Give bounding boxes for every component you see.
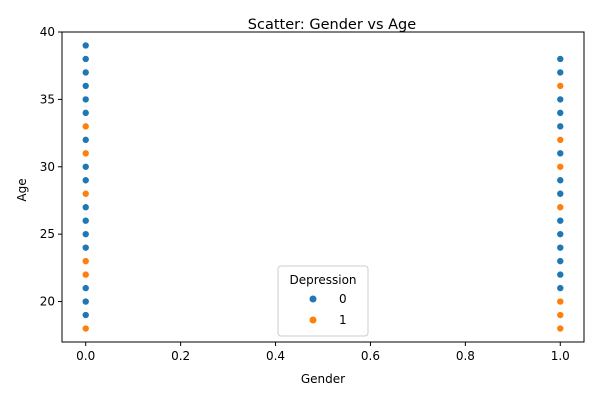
data-points: [81, 41, 565, 333]
scatter-point-series-0: [81, 162, 90, 171]
scatter-point-series-1: [81, 149, 90, 158]
scatter-point-series-0: [556, 68, 565, 77]
scatter-point-series-0: [81, 55, 90, 63]
scatter-point-series-0: [81, 203, 90, 212]
chart-title: Scatter: Gender vs Age: [248, 17, 416, 33]
legend-marker-0: [309, 295, 317, 303]
x-axis-title: Gender: [301, 372, 345, 386]
legend-marker-1: [309, 316, 317, 324]
legend: Depression 0 1: [277, 265, 369, 337]
scatter-point-series-0: [556, 270, 565, 279]
legend-title: Depression: [289, 273, 356, 287]
scatter-point-series-1: [81, 270, 90, 279]
scatter-point-series-0: [81, 95, 90, 104]
scatter-point-series-0: [556, 284, 565, 292]
y-tick-label: 40: [40, 25, 55, 39]
scatter-point-series-0: [556, 149, 565, 158]
legend-box: [277, 265, 369, 337]
y-tick-label: 30: [40, 160, 55, 174]
scatter-point-series-1: [556, 82, 565, 90]
scatter-point-series-0: [556, 122, 565, 131]
y-tick-label: 25: [40, 227, 55, 241]
y-axis: 20 25 30 35 40: [40, 25, 62, 309]
scatter-point-series-1: [556, 297, 565, 306]
y-tick-label: 35: [40, 92, 55, 106]
scatter-point-series-0: [81, 41, 90, 50]
scatter-point-series-0: [556, 257, 565, 265]
scatter-point-series-1: [556, 162, 565, 171]
scatter-point-series-0: [556, 55, 565, 63]
scatter-point-series-0: [81, 176, 90, 185]
scatter-point-series-1: [556, 311, 565, 319]
scatter-point-series-1: [81, 324, 90, 333]
scatter-point-series-0: [81, 68, 90, 77]
x-tick-label: 0.2: [171, 349, 190, 363]
scatter-point-series-0: [81, 230, 90, 238]
x-axis: 0.0 0.2 0.4 0.6 0.8 1.0: [76, 342, 570, 363]
x-tick-label: 0.0: [76, 349, 95, 363]
scatter-point-series-0: [81, 311, 90, 319]
scatter-point-series-1: [556, 203, 565, 212]
scatter-point-series-1: [81, 257, 90, 265]
legend-label-1: 1: [339, 313, 347, 327]
scatter-point-series-1: [81, 122, 90, 131]
scatter-point-series-0: [81, 136, 90, 144]
scatter-point-series-0: [556, 95, 565, 104]
y-tick-label: 20: [40, 295, 55, 309]
scatter-point-series-0: [81, 82, 90, 90]
scatter-point-series-0: [81, 109, 90, 117]
scatter-point-series-0: [81, 243, 90, 252]
scatter-point-series-0: [81, 297, 90, 306]
x-tick-label: 0.6: [361, 349, 380, 363]
scatter-point-series-0: [556, 189, 565, 198]
scatter-point-series-0: [556, 216, 565, 225]
scatter-point-series-0: [81, 284, 90, 292]
legend-label-0: 0: [339, 292, 347, 306]
y-axis-title: Age: [15, 178, 29, 201]
scatter-point-series-0: [556, 109, 565, 117]
scatter-point-series-1: [556, 324, 565, 333]
x-tick-label: 0.4: [266, 349, 285, 363]
scatter-point-series-0: [556, 230, 565, 238]
scatter-point-series-0: [556, 176, 565, 185]
scatter-point-series-1: [556, 136, 565, 144]
x-tick-label: 0.8: [456, 349, 475, 363]
scatter-point-series-0: [81, 216, 90, 225]
x-tick-label: 1.0: [551, 349, 570, 363]
scatter-point-series-1: [81, 189, 90, 198]
scatter-point-series-0: [556, 243, 565, 252]
